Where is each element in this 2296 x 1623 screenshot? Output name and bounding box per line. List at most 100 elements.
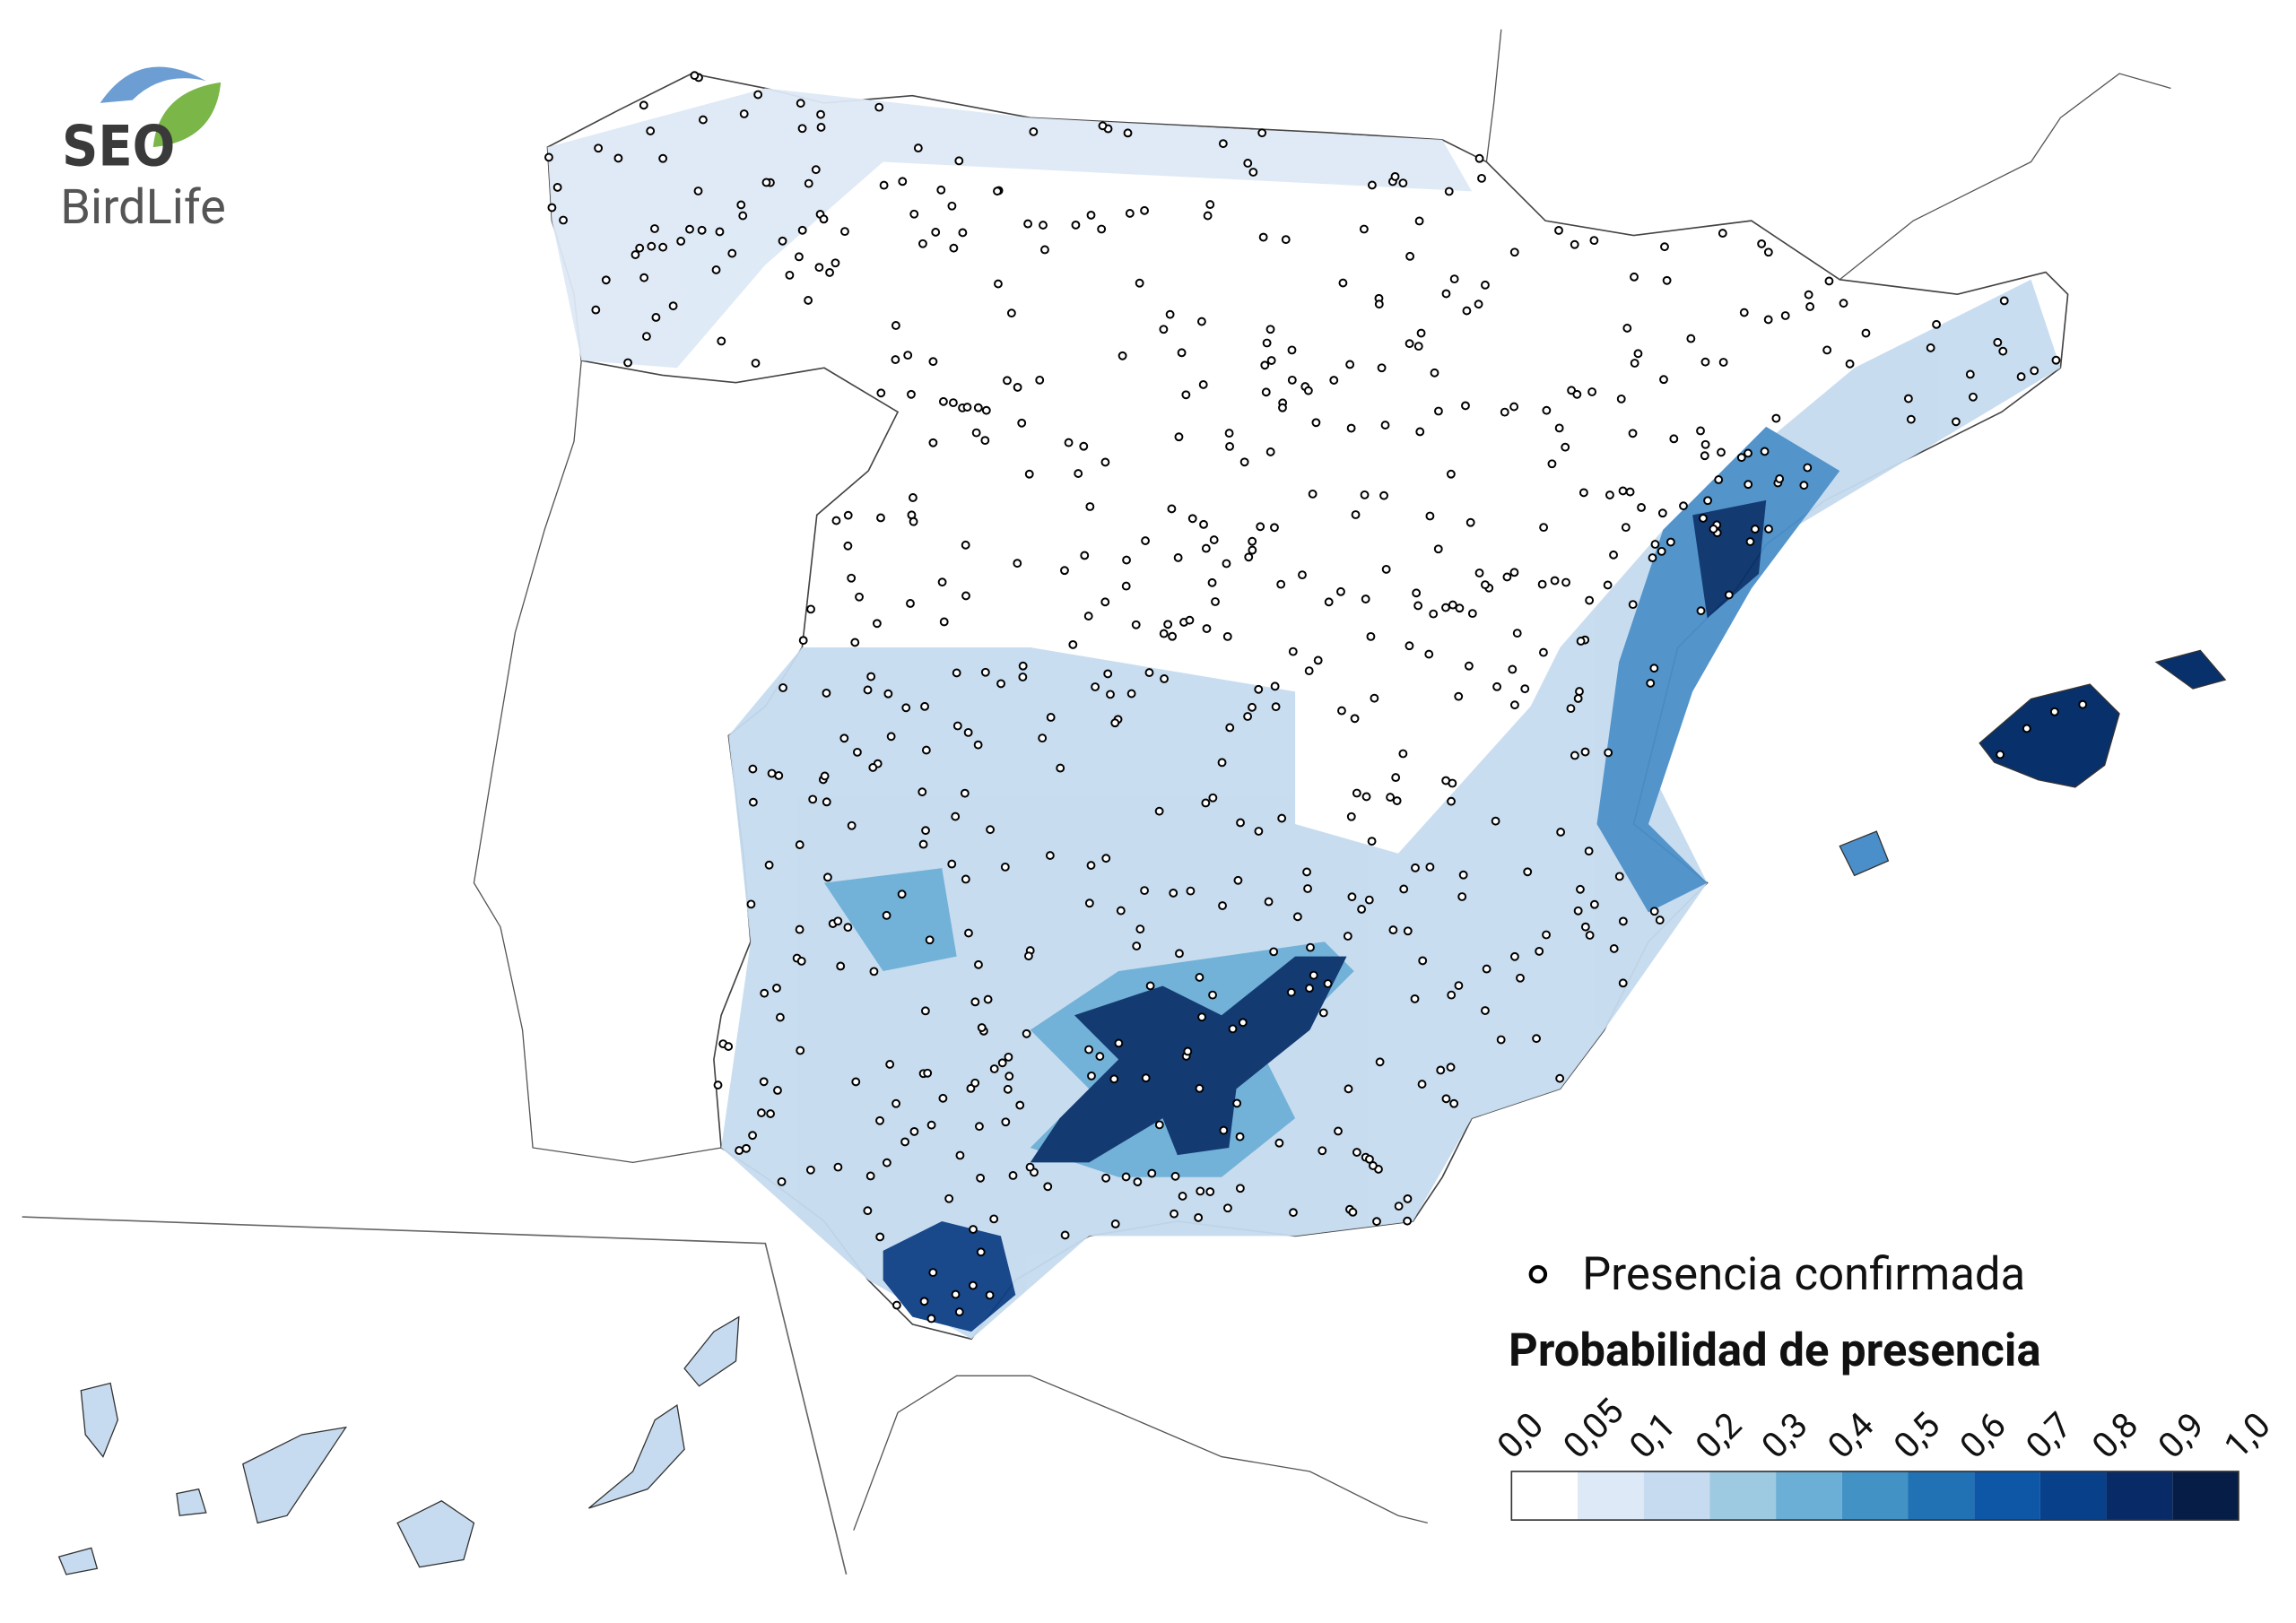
presence-point xyxy=(1714,475,1724,484)
presence-point xyxy=(717,336,726,346)
presence-point xyxy=(968,1280,978,1290)
presence-point xyxy=(1926,343,1935,352)
presence-point xyxy=(1286,987,1296,997)
presence-point xyxy=(1121,581,1131,591)
presence-point xyxy=(1109,1074,1119,1084)
presence-point xyxy=(1359,224,1369,234)
presence-point xyxy=(804,296,813,305)
presence-point xyxy=(774,771,784,780)
legend-swatch xyxy=(1841,1471,1909,1521)
presence-point xyxy=(1201,798,1211,808)
presence-point xyxy=(1996,750,2005,759)
presence-point xyxy=(866,672,876,681)
presence-point xyxy=(544,152,553,162)
presence-point xyxy=(1550,576,1560,586)
presence-point xyxy=(1232,1098,1242,1108)
legend-break-label: 0,2 xyxy=(1687,1404,1750,1467)
presence-point xyxy=(843,541,853,551)
presence-point xyxy=(1379,490,1388,500)
presence-point xyxy=(1436,1065,1446,1075)
presence-point xyxy=(631,250,640,259)
legend-break-label: 0,05 xyxy=(1555,1390,1632,1467)
presence-point xyxy=(1616,394,1626,404)
presence-point xyxy=(676,237,686,246)
presence-point xyxy=(1257,128,1267,138)
presence-point xyxy=(1289,1208,1298,1218)
presence-point xyxy=(1043,1182,1053,1192)
presence-points xyxy=(544,71,2088,1324)
presence-point xyxy=(1417,1080,1427,1089)
presence-point xyxy=(594,143,604,153)
presence-point xyxy=(1554,226,1563,235)
legend-swatch xyxy=(1643,1471,1710,1521)
presence-point xyxy=(1266,356,1276,365)
presence-point xyxy=(1703,496,1712,506)
presence-point xyxy=(1625,487,1635,497)
presence-point xyxy=(1418,956,1428,966)
presence-point xyxy=(831,258,840,268)
presence-point xyxy=(1364,895,1374,905)
presence-point xyxy=(1455,603,1465,613)
presence-point xyxy=(921,826,930,836)
presence-point xyxy=(639,100,648,110)
presence-point xyxy=(1003,376,1012,386)
presence-point xyxy=(1292,912,1302,922)
presence-point xyxy=(819,214,829,224)
presence-point xyxy=(876,513,885,523)
presence-point xyxy=(1614,872,1624,881)
presence-point xyxy=(1276,579,1286,589)
presence-point xyxy=(1006,308,1016,318)
presence-point xyxy=(961,874,970,884)
legend-break-label: 1,0 xyxy=(2216,1404,2279,1467)
presence-point xyxy=(1523,867,1533,877)
presence-point xyxy=(1965,369,1975,379)
presence-point xyxy=(1205,200,1215,210)
presence-point xyxy=(1199,519,1208,529)
presence-point xyxy=(1208,990,1217,1000)
presence-point xyxy=(839,733,849,743)
presence-point xyxy=(1224,429,1234,438)
presence-point xyxy=(833,1162,843,1172)
presence-point xyxy=(2022,724,2031,733)
presence-point xyxy=(1008,1171,1018,1180)
presence-point xyxy=(882,910,891,920)
presence-point xyxy=(1025,1162,1035,1172)
presence-point xyxy=(1461,401,1470,411)
presence-point xyxy=(1084,1045,1093,1055)
presence-point xyxy=(1745,537,1755,546)
presence-point xyxy=(1203,211,1213,221)
presence-point xyxy=(1458,870,1468,880)
legend-point-symbol xyxy=(1528,1264,1548,1284)
presence-point xyxy=(1277,813,1287,823)
presence-point xyxy=(1337,706,1346,716)
presence-point xyxy=(1163,620,1173,629)
presence-point xyxy=(944,1193,954,1203)
presence-point xyxy=(1013,382,1022,392)
presence-point xyxy=(1573,694,1583,703)
legend-swatch xyxy=(2106,1471,2173,1521)
presence-point xyxy=(690,71,700,81)
presence-point xyxy=(1657,508,1667,518)
presence-point xyxy=(1604,748,1613,758)
presence-point xyxy=(1022,1028,1031,1038)
presence-point xyxy=(1763,315,1773,325)
presence-point xyxy=(1622,324,1632,333)
presence-point xyxy=(650,224,659,233)
presence-point xyxy=(1744,480,1753,490)
presence-point xyxy=(1004,1072,1014,1081)
presence-point xyxy=(1303,884,1312,893)
presence-point xyxy=(1169,888,1178,898)
presence-point xyxy=(1126,689,1136,699)
presence-point xyxy=(952,721,962,731)
presence-point xyxy=(1323,979,1333,988)
presence-point xyxy=(1556,828,1566,837)
presence-point xyxy=(651,313,661,322)
presence-point xyxy=(1003,1084,1013,1094)
presence-point xyxy=(1110,1219,1120,1228)
presence-point xyxy=(1744,448,1752,458)
presence-point xyxy=(1205,1187,1215,1196)
presence-point xyxy=(907,389,916,399)
presence-point xyxy=(1414,216,1424,226)
presence-point xyxy=(886,732,896,742)
